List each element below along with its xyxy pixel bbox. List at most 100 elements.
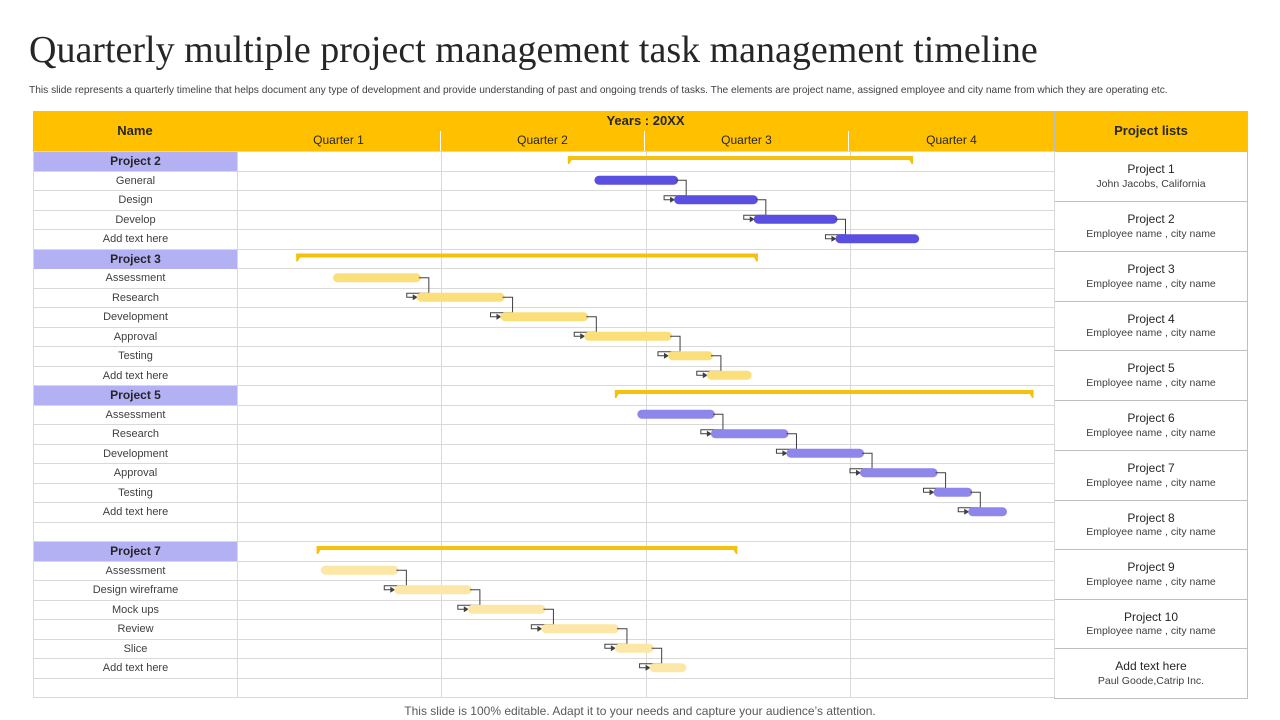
summary-bar-end-right — [731, 546, 738, 554]
project-list-item: Project 2 Employee name , city name — [1054, 202, 1248, 252]
quarter-header-1: Quarter 1 — [237, 131, 441, 151]
dependency-arrowhead — [749, 216, 755, 223]
project-list-item: Add text here Paul Goode,Catrip Inc. — [1054, 649, 1248, 699]
project-row-label: Project 5 — [34, 386, 237, 405]
dependency-connector — [957, 491, 981, 513]
project-list-detail: Employee name , city name — [1086, 277, 1216, 290]
summary-bar-end-left — [316, 546, 323, 554]
task-bar — [394, 585, 472, 595]
project-list-detail: Employee name , city name — [1086, 426, 1216, 439]
dependency-arrowhead — [964, 508, 970, 515]
dependency-arrowhead — [537, 625, 543, 632]
task-bar — [584, 331, 673, 341]
dependency-arrowhead — [670, 196, 676, 203]
task-bar — [706, 370, 752, 380]
project-list-detail: John Jacobs, California — [1096, 177, 1206, 190]
task-bar — [320, 565, 399, 575]
project-list-detail: Employee name , city name — [1086, 526, 1216, 539]
dependency-connector — [696, 355, 722, 376]
project-list-item: Project 4 Employee name , city name — [1054, 302, 1248, 351]
quarter-header-4: Quarter 4 — [849, 131, 1054, 151]
task-row-label: Approval — [113, 331, 158, 344]
project-list-item: Project 8 Employee name , city name — [1054, 501, 1248, 550]
project-summary-bar — [567, 156, 914, 160]
task-bar — [786, 448, 865, 458]
dependency-connector — [406, 277, 430, 298]
task-row-label: Mock ups — [111, 604, 160, 617]
task-row-label: Assessment — [105, 409, 166, 422]
project-list-detail: Employee name , city name — [1086, 327, 1216, 340]
project-list-name: Project 10 — [1123, 609, 1179, 624]
name-header: Name — [33, 111, 237, 151]
summary-bar-end-left — [614, 390, 621, 398]
dependency-arrowhead — [496, 313, 502, 320]
dependency-connector — [530, 608, 554, 630]
task-bar — [594, 175, 679, 185]
project-list-detail: Employee name , city name — [1086, 476, 1216, 489]
task-bar — [835, 234, 920, 244]
dependency-connector — [383, 569, 407, 591]
project-lists-header: Project lists — [1054, 111, 1248, 152]
task-row-label: Assessment — [105, 565, 166, 578]
task-bar — [500, 312, 589, 322]
task-bar — [541, 624, 619, 634]
page-subtitle: This slide represents a quarterly timeli… — [29, 85, 1168, 96]
dependency-arrowhead — [390, 586, 396, 593]
dependency-arrowhead — [610, 645, 616, 652]
task-row-label: Research — [111, 292, 160, 305]
footer-note: This slide is 100% editable. Adapt it to… — [404, 704, 876, 718]
project-list-detail: Employee name , city name — [1086, 227, 1216, 240]
project-row-label: Project 2 — [34, 152, 237, 171]
project-row-label: Project 3 — [34, 250, 237, 269]
dependency-connector — [922, 472, 947, 493]
task-row-label: Design wireframe — [92, 584, 179, 597]
task-row-label: Review — [117, 623, 154, 636]
dependency-arrowhead — [782, 450, 788, 457]
task-row-label: Slice — [123, 643, 148, 656]
dependency-connector — [824, 218, 846, 240]
dependency-connector — [849, 452, 873, 474]
project-list-name: Project 9 — [1127, 560, 1175, 575]
task-row-label: Research — [111, 428, 160, 441]
task-row-label: Development — [103, 311, 168, 324]
dependency-arrowhead — [855, 469, 861, 476]
quarter-header-2: Quarter 2 — [441, 131, 645, 151]
dependency-connector — [457, 589, 481, 610]
task-row-label: Add text here — [102, 506, 169, 519]
project-list-item: Project 6 Employee name , city name — [1054, 401, 1248, 451]
project-summary-bar — [296, 253, 758, 258]
dependency-arrowhead — [663, 352, 669, 359]
task-bar — [859, 468, 938, 478]
project-list-name: Project 1 — [1127, 162, 1175, 177]
page-title: Quarterly multiple project management ta… — [29, 29, 1038, 71]
project-list-detail: Paul Goode,Catrip Inc. — [1097, 674, 1205, 687]
quarter-header-3: Quarter 3 — [645, 131, 849, 151]
project-list-name: Project 8 — [1127, 510, 1175, 525]
project-list-name: Project 6 — [1127, 411, 1175, 426]
task-bar — [933, 487, 973, 497]
summary-bar-end-right — [751, 253, 758, 262]
dependency-arrowhead — [706, 430, 712, 437]
task-bar — [667, 351, 713, 361]
dependency-connector — [604, 628, 628, 649]
summary-bar-end-left — [567, 156, 574, 164]
task-row-label: Add text here — [102, 370, 169, 383]
dependency-connector — [700, 413, 724, 435]
dependency-arrowhead — [702, 372, 708, 379]
dependency-arrowhead — [929, 489, 935, 496]
project-list-name: Add text here — [1115, 659, 1187, 674]
dependency-arrowhead — [580, 333, 586, 340]
project-list-item: Project 5 Employee name , city name — [1054, 351, 1248, 401]
project-list-name: Project 2 — [1127, 212, 1175, 227]
project-list-item: Project 10 Employee name , city name — [1054, 600, 1248, 649]
task-row-label: General — [115, 175, 156, 188]
dependency-arrowhead — [831, 235, 837, 242]
dependency-arrowhead — [412, 294, 418, 301]
project-list-detail: Employee name , city name — [1086, 575, 1216, 588]
task-row-label: Add text here — [102, 233, 169, 246]
task-row-label: Approval — [113, 467, 158, 480]
task-bar — [416, 292, 505, 302]
task-row-label: Testing — [118, 487, 153, 500]
project-summary-bar — [614, 390, 1034, 394]
